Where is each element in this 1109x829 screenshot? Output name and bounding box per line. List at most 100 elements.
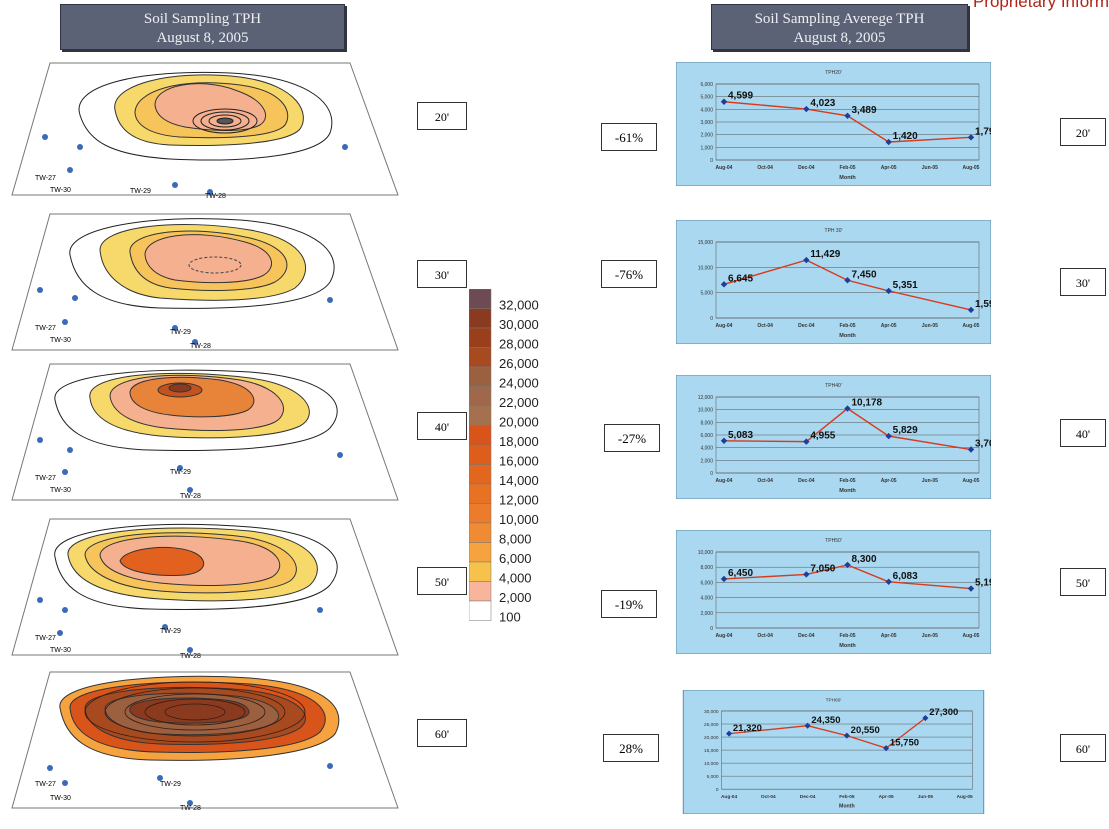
chart-title: TPH 30' <box>825 228 843 234</box>
x-tick-label: Aug-04 <box>716 323 733 329</box>
x-tick-label: Oct-04 <box>761 794 776 800</box>
depth-label-50: 50' <box>417 567 467 595</box>
x-tick-label: Aug-05 <box>963 165 980 171</box>
data-label: 1,597 <box>975 299 991 310</box>
right-date: August 8, 2005 <box>793 30 886 46</box>
well-label: TW-28 <box>180 653 201 660</box>
pct-change-30: -76% <box>601 260 657 288</box>
tph-plan-30: TW-27 TW-30 TW-29 TW-28 <box>11 213 399 351</box>
x-tick-label: Dec-04 <box>798 478 815 484</box>
data-label: 3,489 <box>852 105 877 116</box>
legend-label: 26,000 <box>499 356 539 371</box>
x-tick-label: Aug-04 <box>721 794 737 800</box>
color-scale-legend: 32,000 30,000 28,000 26,000 24,000 22,000 20,0… <box>469 289 539 625</box>
x-tick-label: Feb-05 <box>839 794 855 800</box>
y-tick-label: 0 <box>710 626 713 632</box>
legend-label: 32,000 <box>499 298 539 313</box>
data-label: 7,050 <box>810 563 835 574</box>
y-tick-label: 10,000 <box>704 761 719 767</box>
depth-label-20: 20' <box>417 102 467 130</box>
x-tick-label: Jun-05 <box>922 165 938 171</box>
depth-label-60: 60' <box>417 719 467 747</box>
x-tick-label: Aug-04 <box>716 478 733 484</box>
legend-label: 6,000 <box>499 551 532 566</box>
data-label: 6,083 <box>893 571 918 582</box>
x-tick-label: Feb-05 <box>839 633 855 639</box>
well-label: TW-28 <box>190 343 211 350</box>
x-tick-label: Aug-05 <box>963 478 980 484</box>
y-tick-label: 4,000 <box>700 107 713 113</box>
legend-label: 8,000 <box>499 532 532 547</box>
x-axis-label: Month <box>839 803 855 809</box>
tph-50-line-chart: TPH50' 0 2,000 4,000 6,000 8,000 10,000 Aug-04 O… <box>676 530 991 654</box>
y-tick-label: 4,000 <box>700 446 713 452</box>
data-label: 4,955 <box>810 431 835 442</box>
x-tick-label: Aug-04 <box>716 165 733 171</box>
data-point <box>720 281 728 288</box>
x-tick-label: Dec-04 <box>798 323 815 329</box>
data-label: 10,178 <box>852 398 883 409</box>
x-tick-label: Aug-04 <box>716 633 733 639</box>
y-tick-label: 8,000 <box>700 420 713 426</box>
pct-change-50: -19% <box>601 590 657 618</box>
well-label: TW-28 <box>205 193 226 200</box>
legend-label: 14,000 <box>499 473 539 488</box>
y-tick-label: 0 <box>710 158 713 164</box>
y-tick-label: 2,000 <box>700 133 713 139</box>
well-label: TW-30 <box>50 337 71 344</box>
data-label: 6,645 <box>728 273 753 284</box>
chart-title: TPH60' <box>826 697 842 703</box>
legend-swatch <box>469 600 492 621</box>
x-tick-label: Oct-04 <box>757 478 773 484</box>
y-tick-label: 25,000 <box>704 722 719 728</box>
well-label: TW-30 <box>50 795 71 802</box>
data-label: 3,709 <box>975 439 991 450</box>
x-tick-label: Dec-04 <box>800 794 816 800</box>
y-tick-label: 6,000 <box>700 82 713 88</box>
legend-swatch <box>469 522 492 543</box>
data-label: 5,083 <box>728 430 753 441</box>
x-tick-label: Jun-05 <box>922 633 938 639</box>
x-axis-label: Month <box>839 333 856 339</box>
well-label: TW-29 <box>170 329 191 336</box>
x-tick-label: Apr-05 <box>881 165 897 171</box>
depth-label-40: 40' <box>417 412 467 440</box>
legend-label: 4,000 <box>499 571 532 586</box>
x-tick-label: Aug-05 <box>957 794 973 800</box>
data-label: 5,351 <box>893 280 918 291</box>
right-depth-label-60: 60' <box>1060 734 1106 762</box>
x-tick-label: Oct-04 <box>757 633 773 639</box>
x-tick-label: Aug-05 <box>963 323 980 329</box>
data-point <box>967 306 975 314</box>
data-point <box>844 561 851 569</box>
data-point <box>720 437 728 445</box>
pct-change-20: -61% <box>601 123 657 151</box>
x-tick-label: Feb-05 <box>839 165 855 171</box>
y-tick-label: 10,000 <box>698 550 714 556</box>
y-tick-label: 12,000 <box>698 395 714 401</box>
data-point <box>967 585 975 592</box>
legend-label: 100 <box>499 610 521 625</box>
legend-label: 22,000 <box>499 395 539 410</box>
x-tick-label: Feb-05 <box>839 323 855 329</box>
chart-title: TPH50' <box>825 538 842 544</box>
right-depth-label-40: 40' <box>1060 419 1106 447</box>
y-tick-label: 5,000 <box>707 774 719 780</box>
y-tick-label: 30,000 <box>704 709 719 715</box>
y-tick-label: 0 <box>710 316 713 322</box>
chart-title: TPH40' <box>825 383 842 389</box>
y-tick-label: 6,000 <box>700 433 713 439</box>
well-label: TW-27 <box>35 325 56 332</box>
y-tick-label: 2,000 <box>700 458 713 464</box>
right-depth-label-20: 20' <box>1060 118 1106 146</box>
y-tick-label: 2,000 <box>700 611 713 617</box>
data-label: 27,300 <box>929 707 958 718</box>
legend-label: 20,000 <box>499 415 539 430</box>
data-label: 1,791 <box>975 126 991 137</box>
legend-label: 2,000 <box>499 590 532 605</box>
data-label: 6,450 <box>728 568 753 579</box>
data-label: 8,300 <box>852 554 877 565</box>
legend-swatch <box>469 581 492 602</box>
legend-swatch <box>469 289 492 309</box>
well-label: TW-27 <box>35 475 56 482</box>
